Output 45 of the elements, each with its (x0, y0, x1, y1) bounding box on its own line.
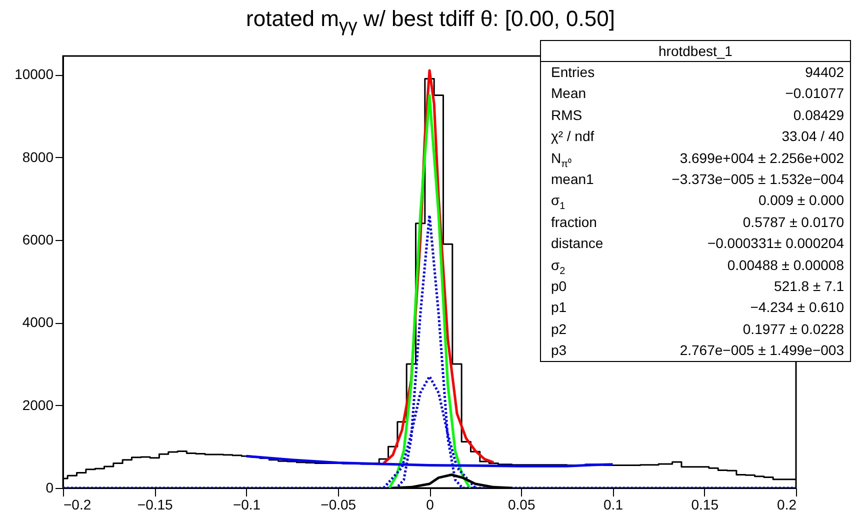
x-tick-label: −0.05 (320, 496, 356, 512)
x-tick-label: 0 (426, 496, 434, 512)
annotation: χ² / ndf (551, 127, 594, 146)
x-tick-label: −0.1 (232, 496, 261, 512)
annotation: fraction (551, 212, 597, 232)
y-tick-label: 2000 (22, 396, 54, 413)
y-tick-label: 0 (46, 480, 54, 496)
annotation: p2 (551, 320, 567, 339)
annotation: RMS (551, 106, 582, 125)
y-tick-label: 10000 (14, 66, 54, 82)
y-tick-label: 4000 (22, 314, 54, 330)
annotation: p3 (551, 341, 567, 360)
annotation: 3.699e+004 ± 2.256e+002 (680, 148, 844, 168)
annotation: distance (551, 234, 604, 254)
annotation: −0.000331± 0.000204 (707, 234, 844, 254)
text: 94402 (805, 63, 844, 82)
annotation: 0.009 ± 0.000 (758, 191, 844, 210)
annotation: −3.373e−005 ± 1.532e−004 (672, 170, 844, 189)
annotation: 0.08429 (793, 106, 844, 125)
y-tick-label: 6000 (22, 231, 54, 248)
annotation: 0.5787 ± 0.0170 (742, 212, 844, 232)
annotation: Entries (551, 63, 595, 82)
annotation: −0.01077 (785, 84, 844, 104)
chart-title: rotated m$_{γγ}$ w/ best tdiff θ: [0.00, 0.50] (245, 6, 616, 36)
annotation: 2.767e−005 ± 1.499e−003 (680, 341, 844, 360)
annotation: 521.8 ± 7.1 (774, 276, 844, 296)
x-tick-label: 0.15 (691, 496, 719, 512)
x-tick-label: 0.2 (777, 496, 797, 512)
annotation: hrotdbest_1 (541, 41, 850, 62)
x-tick-label: −0.15 (137, 496, 174, 512)
annotation: p1 (551, 298, 567, 318)
annotation: σ$_{1}$ (551, 191, 566, 212)
annotation: p0 (551, 276, 567, 296)
annotation: −4.234 ± 0.610 (750, 298, 844, 318)
annotation: 0.00488 ± 0.00008 (727, 256, 844, 275)
x-tick-label: 0.05 (508, 496, 536, 512)
annotation: Mean (551, 84, 586, 104)
x-tick-label: −0.2 (64, 496, 92, 512)
y-tick-label: 8000 (22, 148, 54, 165)
annotation: N$_{π⁰}$ (551, 148, 572, 170)
annotation: 0.1977 ± 0.0228 (742, 320, 844, 339)
annotation: 33.04 / 40 (782, 127, 844, 146)
annotation: mean1 (551, 170, 594, 189)
x-tick-label: 0.1 (604, 496, 624, 512)
annotation: σ$_{2}$ (551, 256, 566, 276)
